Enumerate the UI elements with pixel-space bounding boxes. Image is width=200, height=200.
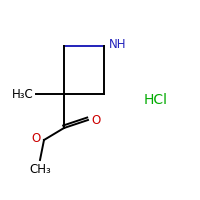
Text: O: O [32,132,41,146]
Text: CH₃: CH₃ [29,163,51,176]
Text: H₃C: H₃C [12,88,34,100]
Text: NH: NH [109,38,127,51]
Text: HCl: HCl [144,93,168,107]
Text: O: O [91,114,100,127]
